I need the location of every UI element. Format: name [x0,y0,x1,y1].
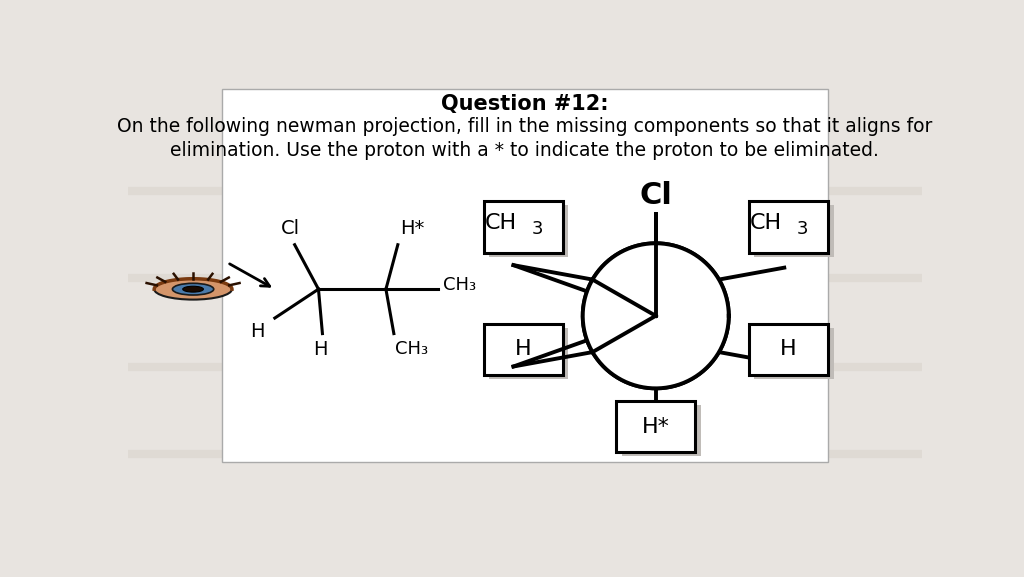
Text: CH₃: CH₃ [443,276,476,294]
Text: CH₃: CH₃ [395,340,429,358]
FancyBboxPatch shape [622,406,701,456]
Text: Question #12:: Question #12: [441,93,608,114]
Text: H*: H* [642,417,670,437]
Text: H: H [780,339,797,359]
FancyBboxPatch shape [754,328,834,379]
Text: Cl: Cl [282,219,300,238]
FancyBboxPatch shape [221,89,828,462]
Text: CH: CH [484,213,517,234]
Text: elimination. Use the proton with a * to indicate the proton to be eliminated.: elimination. Use the proton with a * to … [170,141,880,160]
FancyBboxPatch shape [749,201,828,253]
FancyBboxPatch shape [616,402,695,452]
FancyBboxPatch shape [483,201,563,253]
Ellipse shape [155,279,232,299]
Text: H: H [313,340,328,359]
Text: Cl: Cl [639,181,672,210]
Polygon shape [583,243,729,388]
Text: On the following newman projection, fill in the missing components so that it al: On the following newman projection, fill… [117,117,933,136]
FancyBboxPatch shape [489,328,568,379]
Text: H*: H* [400,219,425,238]
FancyBboxPatch shape [749,324,828,374]
Text: CH: CH [750,213,782,234]
Text: H: H [515,339,531,359]
FancyBboxPatch shape [483,324,563,374]
Ellipse shape [182,286,204,292]
Ellipse shape [172,283,214,295]
FancyBboxPatch shape [754,205,834,257]
Text: 3: 3 [797,220,808,238]
Polygon shape [583,243,729,388]
Text: H: H [250,323,264,342]
FancyBboxPatch shape [489,205,568,257]
Text: 3: 3 [531,220,544,238]
